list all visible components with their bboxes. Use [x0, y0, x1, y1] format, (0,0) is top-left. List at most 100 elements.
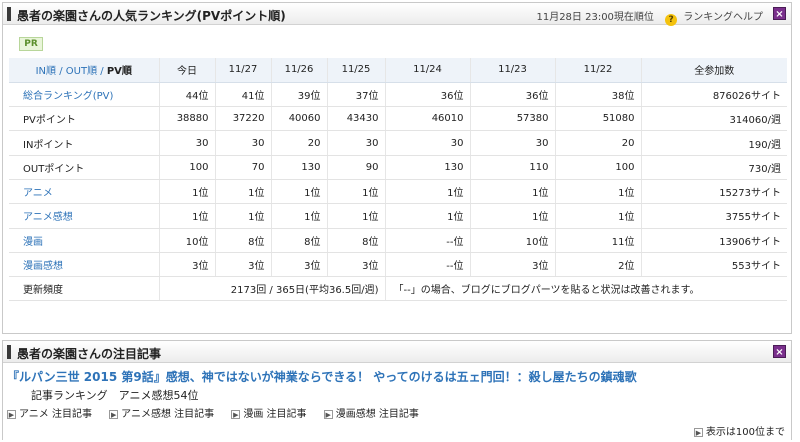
table-cell: 2位 — [555, 252, 642, 278]
category-link[interactable]: 総合ランキング(PV) — [9, 82, 160, 108]
table-cell: 37220 — [215, 106, 272, 132]
table-cell: 10位 — [470, 228, 556, 253]
sort-links: IN順 / OUT順 / PV順 — [9, 58, 160, 83]
category-link[interactable]: 漫画感想 — [9, 252, 160, 278]
table-row: アニメ 1位 1位 1位 1位 1位 1位 1位 15273サイト — [9, 179, 787, 205]
table-cell: 3位 — [159, 252, 216, 278]
ranking-table: IN順 / OUT順 / PV順 今日 11/27 11/26 11/25 11… — [9, 58, 787, 302]
table-cell: 20 — [271, 130, 328, 156]
table-cell: --位 — [385, 252, 471, 278]
table-cell: 1位 — [159, 203, 216, 229]
table-cell: 70 — [215, 155, 272, 180]
manga-articles-link[interactable]: ▶ 漫画 注目記事 — [231, 409, 307, 420]
category-link[interactable]: 漫画 — [9, 228, 160, 253]
table-cell: 1位 — [271, 179, 328, 205]
row-label: OUTポイント — [9, 155, 160, 180]
articles-panel-header: 愚者の楽園さんの注目記事 × — [3, 341, 791, 363]
table-cell: 38880 — [159, 106, 216, 132]
articles-panel: 愚者の楽園さんの注目記事 × 『ルパン三世 2015 第9話』感想、神ではないが… — [2, 340, 792, 440]
sort-separator: / — [56, 66, 66, 78]
table-cell: 20 — [555, 130, 642, 156]
table-cell: 46010 — [385, 106, 471, 132]
table-cell: 57380 — [470, 106, 556, 132]
table-cell: 8位 — [271, 228, 328, 253]
table-cell: 3位 — [327, 252, 386, 278]
column-header: 11/25 — [327, 58, 386, 83]
table-cell: 190/週 — [641, 130, 787, 156]
column-header: 全参加数 — [641, 58, 787, 83]
table-cell: 1位 — [215, 203, 272, 229]
anime-review-articles-link[interactable]: ▶ アニメ感想 注目記事 — [109, 409, 214, 420]
table-cell: 553サイト — [641, 252, 787, 278]
table-cell: 1位 — [159, 179, 216, 205]
table-cell: 30 — [385, 130, 471, 156]
title-bar-marker — [7, 7, 11, 21]
category-article-links: ▶ アニメ 注目記事 ▶ アニメ感想 注目記事 ▶ 漫画 注目記事 ▶ 漫画感想 注目記… — [7, 405, 433, 420]
table-cell: 1位 — [327, 179, 386, 205]
table-cell: 1位 — [215, 179, 272, 205]
table-cell: 36位 — [470, 82, 556, 108]
ranking-panel: 愚者の楽園さんの人気ランキング(PVポイント順) 11月28日 23:00現在順… — [2, 2, 792, 334]
arrow-right-icon: ▶ — [693, 428, 703, 437]
table-cell: 11位 — [555, 228, 642, 253]
table-cell: 3位 — [470, 252, 556, 278]
column-header: 11/23 — [470, 58, 556, 83]
arrow-right-icon: ▶ — [231, 410, 241, 419]
close-icon[interactable]: × — [773, 7, 786, 20]
help-icon[interactable]: ? — [665, 14, 678, 26]
column-header: 11/22 — [555, 58, 642, 83]
sort-separator: / — [97, 66, 107, 78]
frequency-label: 更新頻度 — [9, 276, 160, 302]
limit-label: 表示は100位まで — [705, 427, 785, 438]
articles-panel-title: 愚者の楽園さんの注目記事 — [17, 347, 162, 361]
article-rank: 記事ランキング アニメ感想54位 — [31, 389, 199, 402]
table-cell: 36位 — [385, 82, 471, 108]
table-cell: 110 — [470, 155, 556, 180]
frequency-value: 2173回 / 365日(平均36.5回/週) — [159, 276, 386, 302]
ranking-help-link[interactable]: ランキングヘルプ — [683, 12, 763, 23]
title-bar-marker — [7, 345, 11, 359]
table-cell: 3位 — [271, 252, 328, 278]
ranking-panel-title: 愚者の楽園さんの人気ランキング(PVポイント順) — [17, 9, 286, 23]
display-limit-note: ▶ 表示は100位まで — [693, 423, 785, 438]
table-row: アニメ感想 1位 1位 1位 1位 1位 1位 1位 3755サイト — [9, 203, 787, 229]
ranking-timestamp: 11月28日 23:00現在順位 — [536, 12, 654, 23]
table-cell: 876026サイト — [641, 82, 787, 108]
table-row: OUTポイント 100 70 130 90 130 110 100 730/週 — [9, 155, 787, 180]
table-cell: 130 — [271, 155, 328, 180]
table-cell: 1位 — [327, 203, 386, 229]
column-header: 11/24 — [385, 58, 471, 83]
table-cell: 30 — [470, 130, 556, 156]
arrow-right-icon: ▶ — [323, 410, 333, 419]
category-link[interactable]: アニメ感想 — [9, 203, 160, 229]
frequency-note: 「--」の場合、ブログにブログパーツを貼ると状況は改善されます。 — [385, 276, 787, 302]
category-link[interactable]: アニメ — [9, 179, 160, 205]
table-cell: 37位 — [327, 82, 386, 108]
table-cell: 90 — [327, 155, 386, 180]
sort-out-link[interactable]: OUT順 — [65, 66, 98, 78]
table-cell: 1位 — [470, 203, 556, 229]
table-cell: 1位 — [470, 179, 556, 205]
column-header: 11/26 — [271, 58, 328, 83]
table-cell: 730/週 — [641, 155, 787, 180]
table-cell: 1位 — [385, 203, 471, 229]
table-cell: 3755サイト — [641, 203, 787, 229]
close-icon[interactable]: × — [773, 345, 786, 358]
table-cell: 10位 — [159, 228, 216, 253]
anime-articles-link[interactable]: ▶ アニメ 注目記事 — [7, 409, 92, 420]
table-row: 漫画 10位 8位 8位 8位 --位 10位 11位 13906サイト — [9, 228, 787, 253]
pr-badge[interactable]: PR — [19, 37, 43, 51]
table-cell: 43430 — [327, 106, 386, 132]
featured-article-link[interactable]: 『ルパン三世 2015 第9話』感想、神ではないが神業ならできる！ やってのける… — [7, 370, 637, 384]
ranking-panel-header: 愚者の楽園さんの人気ランキング(PVポイント順) 11月28日 23:00現在順… — [3, 3, 791, 26]
sort-in-link[interactable]: IN順 — [35, 66, 57, 78]
manga-review-articles-link[interactable]: ▶ 漫画感想 注目記事 — [323, 409, 419, 420]
table-row: INポイント 30 30 20 30 30 30 20 190/週 — [9, 130, 787, 156]
sort-pv-current: PV順 — [106, 66, 132, 78]
table-cell: 30 — [215, 130, 272, 156]
table-cell: 39位 — [271, 82, 328, 108]
row-label: INポイント — [9, 130, 160, 156]
table-cell: 8位 — [327, 228, 386, 253]
table-row: 総合ランキング(PV) 44位 41位 39位 37位 36位 36位 38位 … — [9, 82, 787, 108]
table-cell: 130 — [385, 155, 471, 180]
